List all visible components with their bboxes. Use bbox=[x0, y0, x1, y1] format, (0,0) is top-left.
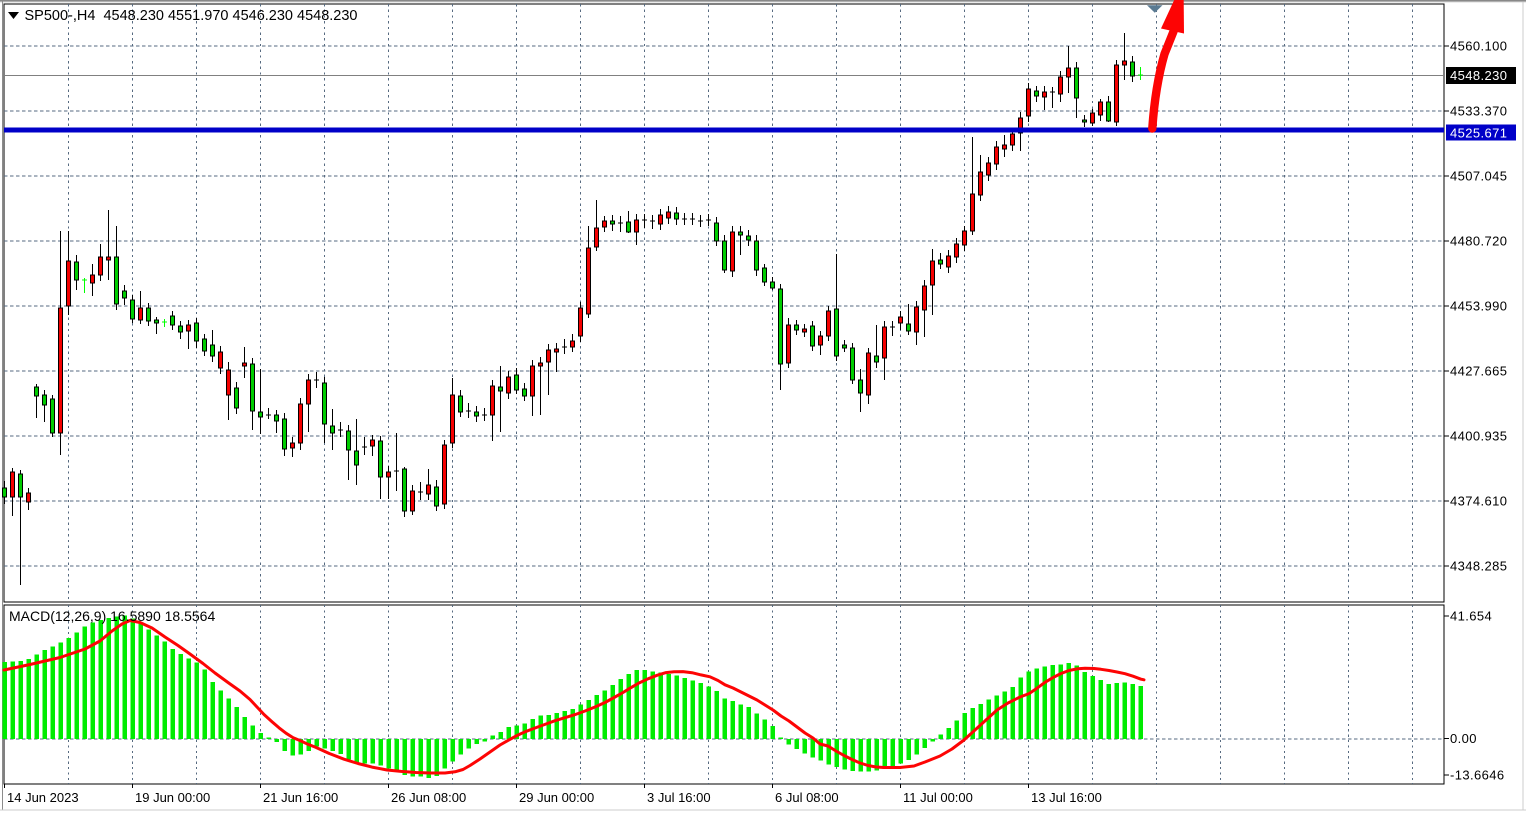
svg-text:0.00: 0.00 bbox=[1450, 731, 1477, 746]
svg-text:4374.610: 4374.610 bbox=[1450, 494, 1507, 509]
svg-text:4533.370: 4533.370 bbox=[1450, 104, 1507, 119]
svg-text:19 Jun 00:00: 19 Jun 00:00 bbox=[135, 790, 210, 805]
svg-text:4400.935: 4400.935 bbox=[1450, 429, 1507, 444]
svg-text:26 Jun 08:00: 26 Jun 08:00 bbox=[391, 790, 466, 805]
svg-text:4427.665: 4427.665 bbox=[1450, 364, 1507, 379]
svg-text:13 Jul 16:00: 13 Jul 16:00 bbox=[1031, 790, 1102, 805]
svg-text:14 Jun 2023: 14 Jun 2023 bbox=[7, 790, 79, 805]
svg-text:SP500-,H4 4548.230 4551.970 4: SP500-,H4 4548.230 4551.970 4546.230 454… bbox=[25, 8, 358, 24]
svg-text:4507.045: 4507.045 bbox=[1450, 169, 1507, 184]
svg-text:3 Jul 16:00: 3 Jul 16:00 bbox=[647, 790, 711, 805]
svg-text:4560.100: 4560.100 bbox=[1450, 39, 1507, 54]
svg-text:21 Jun 16:00: 21 Jun 16:00 bbox=[263, 790, 338, 805]
svg-text:41.654: 41.654 bbox=[1450, 609, 1492, 624]
svg-text:4525.671: 4525.671 bbox=[1450, 125, 1507, 140]
svg-text:4480.720: 4480.720 bbox=[1450, 234, 1507, 249]
svg-text:4548.230: 4548.230 bbox=[1450, 68, 1507, 83]
svg-text:-13.6646: -13.6646 bbox=[1450, 768, 1505, 783]
svg-text:MACD(12,26,9) 16.5890 18.5564: MACD(12,26,9) 16.5890 18.5564 bbox=[9, 608, 215, 624]
svg-text:4348.285: 4348.285 bbox=[1450, 559, 1507, 574]
svg-text:29 Jun 00:00: 29 Jun 00:00 bbox=[519, 790, 594, 805]
svg-text:4453.990: 4453.990 bbox=[1450, 299, 1507, 314]
svg-text:6 Jul 08:00: 6 Jul 08:00 bbox=[775, 790, 839, 805]
svg-text:11 Jul 00:00: 11 Jul 00:00 bbox=[903, 790, 973, 805]
